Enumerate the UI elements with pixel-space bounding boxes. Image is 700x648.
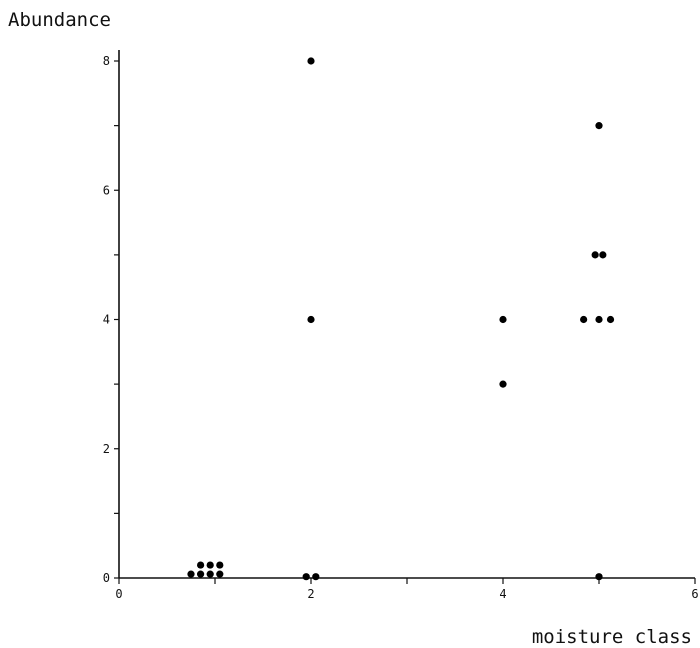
data-point <box>216 570 224 578</box>
data-point <box>599 251 607 259</box>
data-point <box>595 315 603 324</box>
data-point <box>302 573 310 581</box>
y-tick-label: 2 <box>103 442 110 456</box>
y-tick-label: 6 <box>103 183 110 197</box>
y-tick-label: 8 <box>103 54 110 68</box>
x-axis-label: moisture class <box>532 626 692 648</box>
x-tick-label: 4 <box>499 587 506 601</box>
data-point <box>591 251 599 259</box>
y-ticks: 0 2 4 6 8 <box>103 54 119 585</box>
data-point <box>595 573 603 581</box>
data-point <box>307 57 315 65</box>
data-point <box>206 561 214 569</box>
data-point <box>499 315 507 324</box>
data-point <box>216 561 224 569</box>
x-ticks: 0 2 4 6 <box>115 578 699 601</box>
y-axis-label: Abundance <box>8 9 111 31</box>
y-tick-label: 0 <box>103 571 110 585</box>
data-point <box>197 561 205 569</box>
data-point <box>606 315 615 324</box>
data-point <box>187 570 195 578</box>
data-point <box>580 315 588 324</box>
data-point <box>307 315 315 324</box>
x-tick-label: 6 <box>691 587 698 601</box>
data-point <box>197 570 205 578</box>
x-tick-label: 2 <box>307 587 314 601</box>
data-point <box>499 380 507 388</box>
data-point <box>206 570 214 578</box>
data-points <box>187 57 615 581</box>
data-point <box>312 573 320 581</box>
x-tick-label: 0 <box>115 587 122 601</box>
data-point <box>595 122 603 130</box>
y-tick-label: 4 <box>103 313 110 327</box>
